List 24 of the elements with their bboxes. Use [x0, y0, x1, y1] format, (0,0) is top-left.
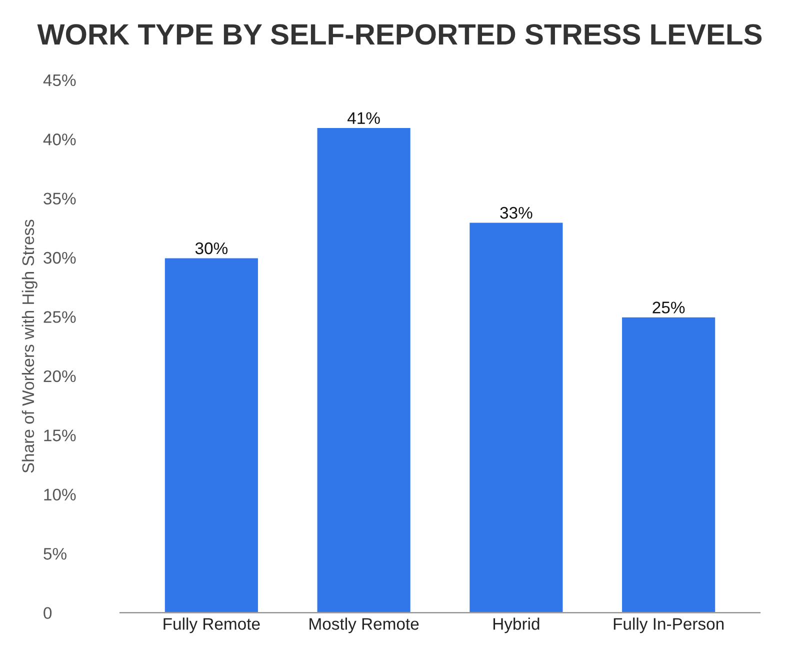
chart-title: WORK TYPE BY SELF-REPORTED STRESS LEVELS — [37, 24, 762, 45]
y-tick-label: 30% — [44, 252, 76, 264]
bar — [468, 221, 564, 613]
data-label: 41% — [348, 112, 380, 124]
y-tick-label: 25% — [44, 311, 76, 323]
y-tick-label: 45% — [43, 74, 76, 86]
y-tick-label: 10% — [44, 488, 76, 501]
y-axis-title: Share of Workers with High Stress — [22, 220, 38, 473]
y-tick-label: 0 — [44, 607, 52, 619]
data-label: 30% — [195, 242, 228, 254]
y-tick-label: 5% — [44, 548, 66, 560]
bar — [316, 126, 412, 613]
y-tick-label: 15% — [44, 430, 76, 442]
y-tick-label: 35% — [44, 192, 76, 205]
data-label: 33% — [500, 206, 532, 219]
bar — [163, 256, 260, 613]
bar — [620, 316, 717, 613]
y-tick-label: 40% — [43, 134, 76, 146]
x-tick-label: Fully In-Person — [614, 618, 724, 634]
data-label: 25% — [652, 302, 685, 314]
x-tick-label: Mostly Remote — [310, 618, 419, 634]
x-tick-label: Fully Remote — [164, 618, 260, 634]
y-tick-label: 20% — [44, 370, 76, 382]
x-tick-label: Hybrid — [493, 618, 540, 634]
